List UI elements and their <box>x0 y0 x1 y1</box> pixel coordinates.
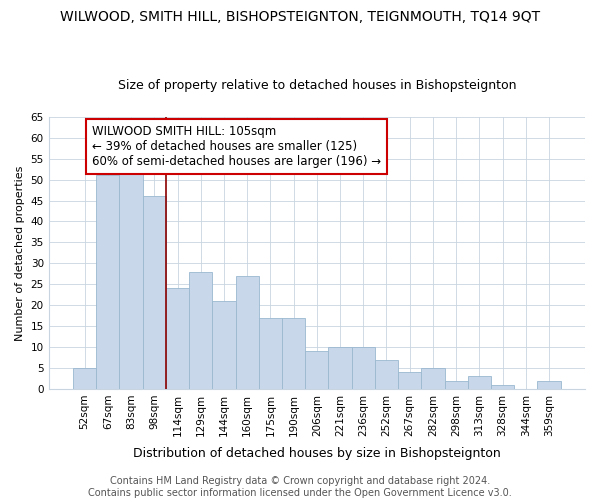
Bar <box>468 376 491 389</box>
Bar <box>491 384 514 389</box>
Bar <box>212 301 236 389</box>
Bar <box>236 276 259 389</box>
Bar <box>375 360 398 389</box>
Bar <box>352 347 375 389</box>
Bar <box>166 288 189 389</box>
Bar <box>328 347 352 389</box>
Bar <box>305 351 328 389</box>
Bar <box>189 272 212 389</box>
Text: Contains HM Land Registry data © Crown copyright and database right 2024.
Contai: Contains HM Land Registry data © Crown c… <box>88 476 512 498</box>
X-axis label: Distribution of detached houses by size in Bishopsteignton: Distribution of detached houses by size … <box>133 447 501 460</box>
Bar <box>119 167 143 389</box>
Text: WILWOOD SMITH HILL: 105sqm
← 39% of detached houses are smaller (125)
60% of sem: WILWOOD SMITH HILL: 105sqm ← 39% of deta… <box>92 125 381 168</box>
Bar <box>259 318 282 389</box>
Bar <box>143 196 166 389</box>
Bar <box>282 318 305 389</box>
Bar <box>73 368 96 389</box>
Y-axis label: Number of detached properties: Number of detached properties <box>15 165 25 340</box>
Text: WILWOOD, SMITH HILL, BISHOPSTEIGNTON, TEIGNMOUTH, TQ14 9QT: WILWOOD, SMITH HILL, BISHOPSTEIGNTON, TE… <box>60 10 540 24</box>
Bar <box>445 380 468 389</box>
Bar <box>421 368 445 389</box>
Title: Size of property relative to detached houses in Bishopsteignton: Size of property relative to detached ho… <box>118 79 516 92</box>
Bar <box>398 372 421 389</box>
Bar <box>96 176 119 389</box>
Bar <box>538 380 560 389</box>
